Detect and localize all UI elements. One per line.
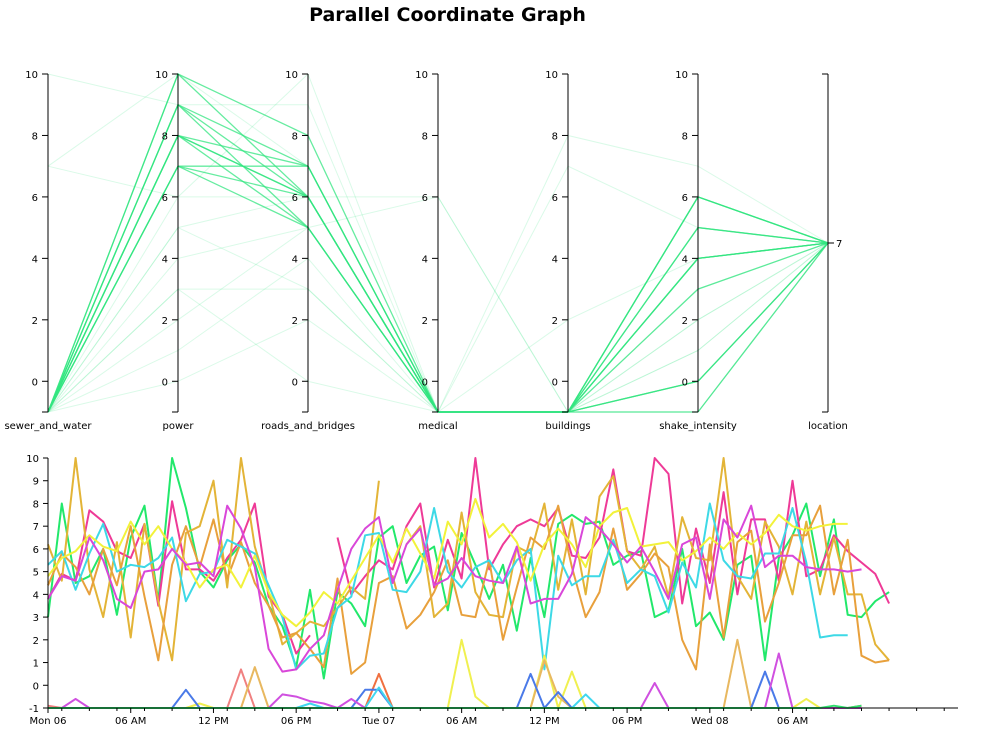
pc-tick-label: 10 xyxy=(155,70,168,81)
time-series-axes: -1 0 1 2 3 4 5 6 7 8 9 10 Mon 06 06 AM 12 PM 06 PM Tue 0… xyxy=(26,454,958,727)
pc-tick-label: 2 xyxy=(422,316,428,327)
ts-y-tick-label: 8 xyxy=(33,499,39,510)
pc-axis-label-location: location xyxy=(808,421,848,432)
pc-tick-label: 8 xyxy=(552,131,558,142)
ts-series-line xyxy=(47,457,380,662)
pc-tick-label: 2 xyxy=(162,316,168,327)
pc-tick-label: 6 xyxy=(292,193,298,204)
ts-series-line xyxy=(336,457,891,605)
pc-tick-label: 6 xyxy=(682,193,688,204)
ts-series-line xyxy=(48,652,862,709)
page-title: Parallel Coordinate Graph xyxy=(309,4,586,26)
pc-axis-label-medical: medical xyxy=(418,421,457,432)
ts-series-line xyxy=(48,686,862,709)
pc-tick-label: 8 xyxy=(162,131,168,142)
ts-y-tick-label: 4 xyxy=(33,590,39,601)
pc-tick-label: 0 xyxy=(682,377,688,388)
pc-tick-label: 2 xyxy=(292,316,298,327)
pc-tick-label: 10 xyxy=(415,70,428,81)
pc-tick-label: 10 xyxy=(545,70,558,81)
ts-series-line xyxy=(47,497,848,628)
pc-tick-label: 2 xyxy=(552,316,558,327)
ts-x-tick-label: 06 AM xyxy=(777,716,808,727)
pc-tick-label: 6 xyxy=(552,193,558,204)
pc-axis-label-buildings: buildings xyxy=(545,421,590,432)
pc-tick-label: 4 xyxy=(292,254,298,265)
ts-y-tick-label: 6 xyxy=(33,545,39,556)
ts-x-tick-label: 12 PM xyxy=(198,716,229,727)
pc-axis-label-shake-intensity: shake_intensity xyxy=(659,421,737,432)
pc-tick-label: 8 xyxy=(292,131,298,142)
parallel-coordinates-axes: 0 2 4 6 8 10 sewer_and_water 0 2 4 6 8 10 power 0 2 4 6 8 1… xyxy=(4,70,847,432)
pc-tick-label: 4 xyxy=(32,254,38,265)
ts-x-tick-label: Mon 06 xyxy=(30,716,67,727)
ts-x-tick-label: 06 AM xyxy=(115,716,146,727)
ts-x-tick-label: Wed 08 xyxy=(691,716,729,727)
pc-tick-label: 0 xyxy=(552,377,558,388)
time-series-lines xyxy=(47,457,891,709)
pc-tick-label: 6 xyxy=(162,193,168,204)
ts-y-tick-label: 7 xyxy=(33,522,39,533)
ts-y-tick-label: 10 xyxy=(26,454,39,465)
ts-x-tick-label: 12 PM xyxy=(529,716,560,727)
pc-tick-label: 10 xyxy=(675,70,688,81)
ts-y-tick-label: -1 xyxy=(29,704,39,715)
ts-series-line xyxy=(47,502,848,671)
pc-location-tick-label: 7 xyxy=(836,239,842,250)
ts-x-tick-label: 06 PM xyxy=(612,716,643,727)
pc-tick-label: 0 xyxy=(292,377,298,388)
pc-tick-label: 0 xyxy=(32,377,38,388)
ts-x-tick-label: 06 AM xyxy=(446,716,477,727)
ts-x-tick-label: Tue 07 xyxy=(361,716,395,727)
pc-tick-label: 6 xyxy=(32,193,38,204)
pc-tick-label: 6 xyxy=(422,193,428,204)
pc-tick-label: 2 xyxy=(682,316,688,327)
ts-x-tick-label: 06 PM xyxy=(281,716,312,727)
pc-tick-label: 10 xyxy=(25,70,38,81)
ts-series-line xyxy=(47,504,890,675)
pc-tick-label: 10 xyxy=(285,70,298,81)
pc-tick-label: 0 xyxy=(422,377,428,388)
pc-axis-label-power: power xyxy=(163,421,195,432)
ts-y-tick-label: 2 xyxy=(33,636,39,647)
ts-series-line xyxy=(48,672,862,709)
ts-y-tick-label: 1 xyxy=(33,659,39,670)
ts-y-tick-label: 5 xyxy=(33,568,39,579)
ts-series-line xyxy=(47,504,862,673)
pc-tick-label: 4 xyxy=(682,254,688,265)
pc-tick-label: 2 xyxy=(32,316,38,327)
pc-axis-label-roads-and-bridges: roads_and_bridges xyxy=(261,421,355,432)
pc-axis-label-sewer-and-water: sewer_and_water xyxy=(4,421,92,432)
pc-tick-label: 4 xyxy=(552,254,558,265)
pc-tick-label: 8 xyxy=(32,131,38,142)
ts-y-tick-label: 0 xyxy=(33,681,39,692)
ts-y-tick-label: 9 xyxy=(33,477,39,488)
pc-tick-label: 0 xyxy=(162,377,168,388)
ts-y-tick-label: 3 xyxy=(33,613,39,624)
pc-tick-label: 4 xyxy=(162,254,168,265)
pc-tick-label: 8 xyxy=(682,131,688,142)
pc-tick-label: 4 xyxy=(422,254,428,265)
pc-tick-label: 8 xyxy=(422,131,428,142)
